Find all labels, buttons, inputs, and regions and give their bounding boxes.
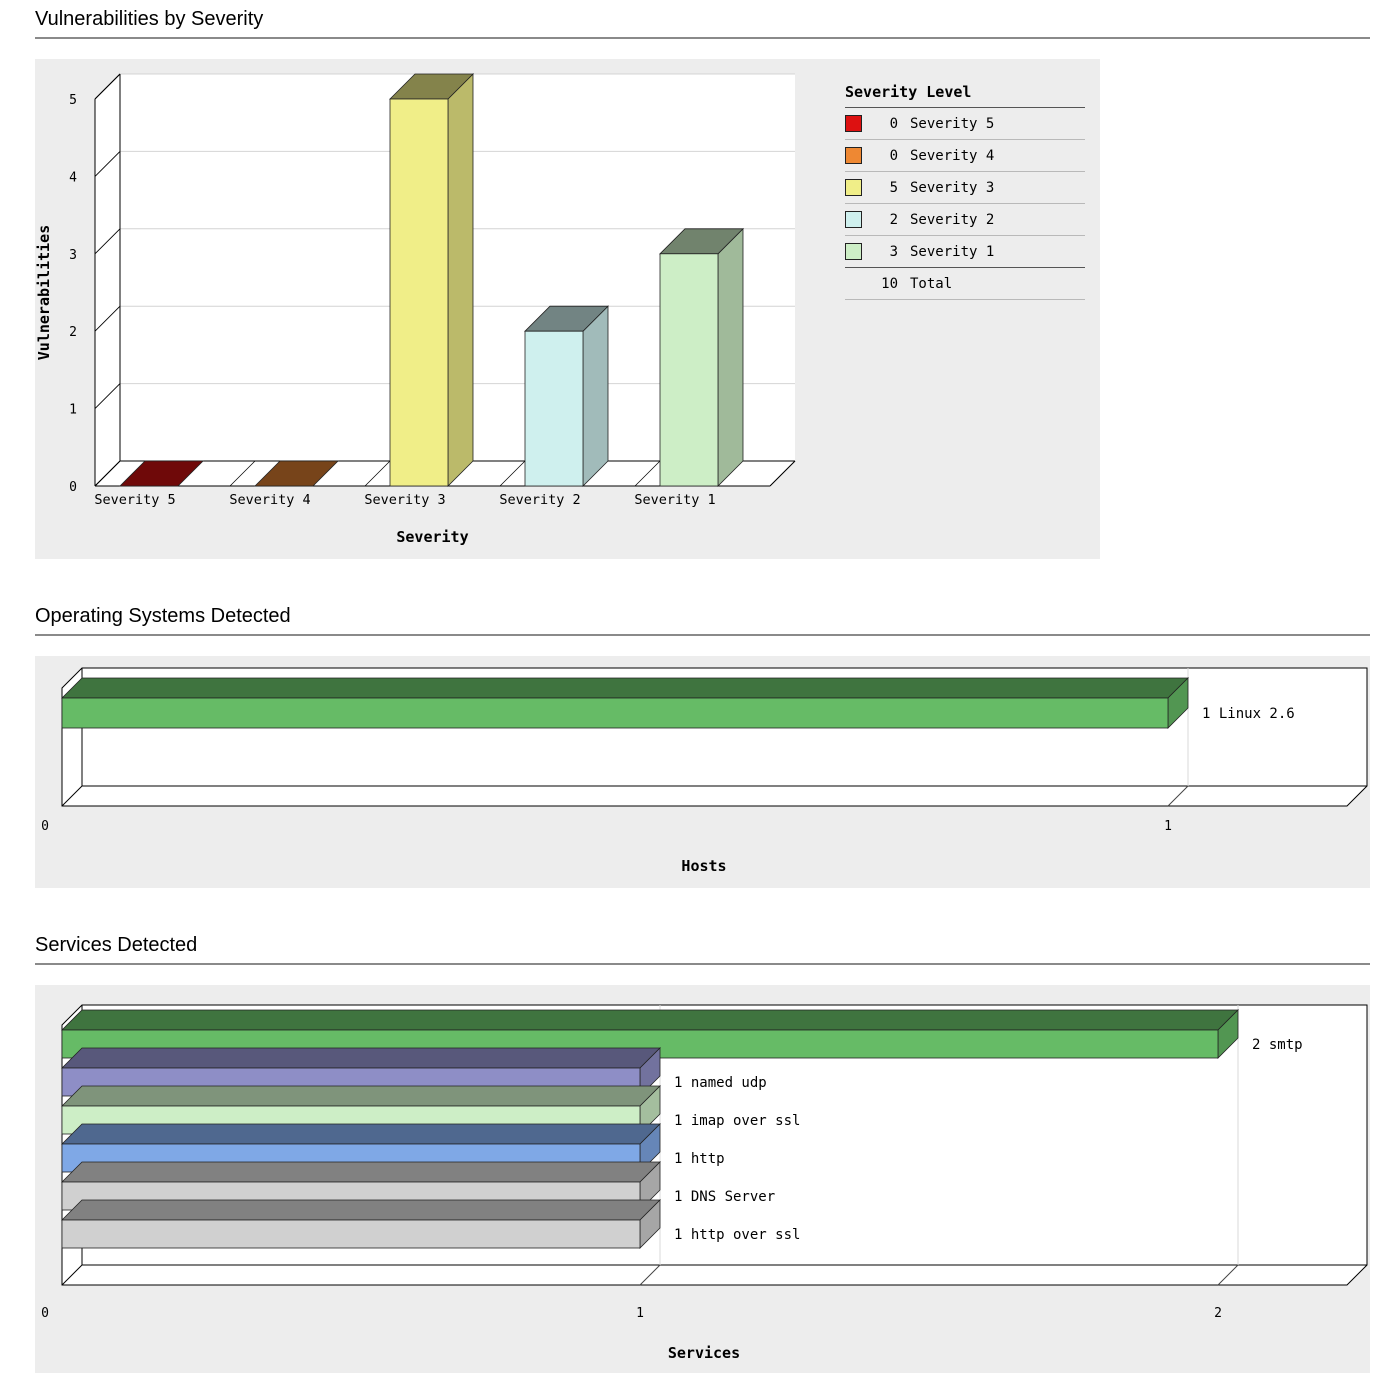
x-category-label: Severity 1: [634, 492, 715, 508]
legend-label: Severity 5: [910, 115, 995, 132]
legend-swatch: [845, 147, 862, 164]
bar-severity-3: [389, 73, 474, 487]
x-category-label: Severity 3: [364, 492, 445, 508]
bar-severity-5: [119, 460, 204, 487]
legend-label: Severity 4: [910, 147, 995, 164]
x-axis-title: Services: [668, 1344, 740, 1362]
bar-severity-1: [659, 227, 744, 487]
y-tick-label: 1: [69, 403, 77, 418]
legend-swatch: [845, 179, 862, 196]
severity-legend: Severity Level 0 Severity 5 0 Severity 4 5 Se…: [845, 83, 1085, 559]
bar-value-label: 1 imap over ssl: [674, 1113, 800, 1129]
legend-count: 5: [889, 179, 898, 196]
vulnerabilities-panel: 0 1 2 3 4 5 Severity 5 Severity 4 Severity 3 Seve…: [35, 59, 1100, 559]
legend-count: 0: [889, 115, 898, 132]
y-axis-title: Vulnerabilities: [35, 225, 53, 360]
y-tick-label: 3: [69, 248, 77, 263]
legend-item: 2 Severity 2: [845, 204, 1085, 236]
legend-item: 3 Severity 1: [845, 236, 1085, 268]
section-vulnerabilities: Vulnerabilities by Severity 0 1 2 3 4 5 Severi…: [35, 8, 1370, 559]
section-services: Services Detected 0 1 2 2 smtp 1 named udp 1 …: [35, 934, 1370, 1373]
legend-swatch: [845, 243, 862, 260]
legend-total-label: Total: [910, 275, 953, 292]
legend-total-count: 10: [881, 275, 898, 292]
y-tick-label: 0: [69, 480, 77, 495]
x-category-label: Severity 2: [499, 492, 580, 508]
services-panel: 0 1 2 2 smtp 1 named udp 1 imap over ssl 1 htt…: [35, 985, 1370, 1373]
section-divider: [35, 634, 1370, 636]
legend-swatch: [845, 211, 862, 228]
x-tick-label: 0: [41, 1306, 49, 1321]
x-tick-label: 2: [1214, 1306, 1222, 1321]
x-category-label: Severity 4: [229, 492, 310, 508]
section-title-operating-systems: Operating Systems Detected: [35, 605, 291, 627]
legend-item: 5 Severity 3: [845, 172, 1085, 204]
legend-label: Severity 2: [910, 211, 995, 228]
section-title-vulnerabilities: Vulnerabilities by Severity: [35, 8, 264, 30]
section-divider: [35, 963, 1370, 965]
legend-count: 2: [889, 211, 898, 228]
bar-linux-2-6: [61, 677, 1189, 729]
legend-items: 0 Severity 5 0 Severity 4 5 Severity 3 2 Severi…: [845, 108, 1085, 268]
x-tick-label: 1: [636, 1306, 644, 1321]
y-tick-label: 5: [69, 93, 77, 108]
y-tick-label: 2: [69, 325, 77, 340]
section-divider: [35, 37, 1370, 39]
operating-systems-panel: 0 1 1 Linux 2.6 Hosts: [35, 656, 1370, 888]
operating-systems-chart: 0 1 1 Linux 2.6 Hosts: [41, 667, 1368, 875]
x-tick-label: 1: [1164, 819, 1172, 834]
legend-item: 0 Severity 4: [845, 140, 1085, 172]
vulnerabilities-by-severity-chart: 0 1 2 3 4 5 Severity 5 Severity 4 Severity 3 Seve…: [35, 73, 796, 546]
x-category-label: Severity 5: [94, 492, 175, 508]
bar-value-label: 1 DNS Server: [674, 1189, 775, 1205]
bar-http-over-ssl: [61, 1199, 661, 1249]
bar-value-label: 1 http: [674, 1151, 725, 1167]
x-axis-title: Hosts: [681, 857, 726, 875]
bar-severity-2: [524, 305, 609, 487]
bar-value-label: 1 named udp: [674, 1075, 767, 1091]
legend-item: 0 Severity 5: [845, 108, 1085, 140]
bar-value-label: 2 smtp: [1252, 1037, 1303, 1053]
bar-severity-4: [254, 460, 339, 487]
legend-count: 3: [889, 243, 898, 260]
legend-label: Severity 1: [910, 243, 995, 260]
section-title-services: Services Detected: [35, 934, 198, 956]
services-chart: 0 1 2 2 smtp 1 named udp 1 imap over ssl 1 htt…: [41, 1004, 1368, 1362]
y-tick-label: 4: [69, 170, 77, 185]
x-tick-label: 0: [41, 819, 49, 834]
legend-count: 0: [889, 147, 898, 164]
legend-label: Severity 3: [910, 179, 995, 196]
bar-value-label: 1 Linux 2.6: [1202, 706, 1295, 722]
x-axis-title: Severity: [396, 528, 468, 546]
legend-total-row: 10 Total: [845, 268, 1085, 300]
bar-value-label: 1 http over ssl: [674, 1227, 800, 1243]
legend-swatch: [845, 115, 862, 132]
legend-title: Severity Level: [845, 83, 1085, 108]
section-operating-systems: Operating Systems Detected 0 1 1 Linux 2.6…: [35, 605, 1370, 888]
